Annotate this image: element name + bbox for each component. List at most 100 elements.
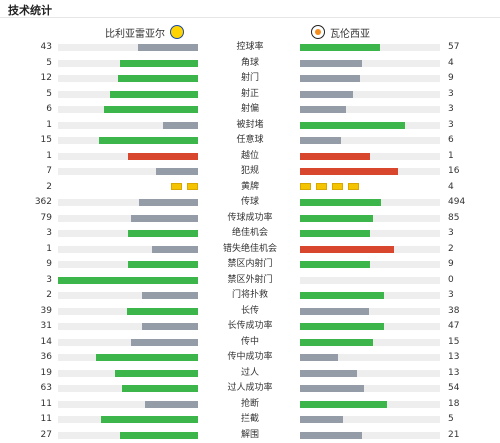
- home-stat-value: 7: [0, 164, 52, 180]
- away-stat-value: 47: [448, 319, 488, 335]
- away-stat-bar-track: [300, 230, 440, 237]
- home-stat-value: 3: [0, 273, 52, 289]
- away-stat-bar: [300, 385, 364, 392]
- home-stat-value: 1: [0, 242, 52, 258]
- home-stat-bar: [139, 199, 198, 206]
- home-stat-bar: [128, 261, 198, 268]
- away-stat-bar-track: [300, 370, 440, 377]
- home-stat-bar-track: [58, 277, 198, 284]
- yellow-card-icon: [348, 183, 359, 190]
- away-stat-bar-track: [300, 75, 440, 82]
- yellow-card-icon: [171, 183, 182, 190]
- home-stat-bar-track: [58, 215, 198, 222]
- home-stat-bar-track: [58, 308, 198, 315]
- home-stat-bar: [142, 292, 198, 299]
- away-stat-value: 85: [448, 211, 488, 227]
- villarreal-badge-icon: [170, 25, 184, 39]
- stat-label: 角球: [200, 56, 300, 72]
- home-team-header: 比利亚雷亚尔: [105, 24, 189, 40]
- home-stat-value: 362: [0, 195, 52, 211]
- home-stat-bar: [120, 432, 198, 439]
- away-stat-value: 9: [448, 71, 488, 87]
- home-stat-value: 2: [0, 288, 52, 304]
- yellow-card-icon: [187, 183, 198, 190]
- stat-label: 传球: [200, 195, 300, 211]
- away-stat-value: 57: [448, 40, 488, 56]
- away-stat-value: 3: [448, 226, 488, 242]
- home-stat-value: 14: [0, 335, 52, 351]
- home-stat-value: 1: [0, 149, 52, 165]
- stat-label: 拦截: [200, 412, 300, 428]
- home-stat-bar-track: [58, 91, 198, 98]
- yellow-card-icon: [300, 183, 311, 190]
- home-stat-bar: [104, 106, 198, 113]
- home-stat-bar-track: [58, 370, 198, 377]
- away-stat-value: 13: [448, 366, 488, 382]
- home-stat-bar-track: [58, 44, 198, 51]
- away-stat-value: 2: [448, 242, 488, 258]
- home-stat-value: 27: [0, 428, 52, 443]
- home-stat-value: 1: [0, 118, 52, 134]
- away-stat-value: 4: [448, 56, 488, 72]
- home-stat-bar-track: [58, 261, 198, 268]
- home-stat-bar-track: [58, 323, 198, 330]
- home-stat-bar-track: [58, 385, 198, 392]
- home-stat-bar-track: [58, 246, 198, 253]
- home-stat-value: 6: [0, 102, 52, 118]
- home-yellow-cards: [171, 183, 198, 192]
- home-stat-bar-track: [58, 339, 198, 346]
- away-stat-bar: [300, 416, 343, 423]
- away-stat-bar-track: [300, 401, 440, 408]
- home-stat-bar: [142, 323, 198, 330]
- away-stat-value: 1: [448, 149, 488, 165]
- away-stat-bar-track: [300, 153, 440, 160]
- home-stat-value: 9: [0, 257, 52, 273]
- away-stat-value: 6: [448, 133, 488, 149]
- away-stat-bar-track: [300, 246, 440, 253]
- away-stat-bar: [300, 60, 362, 67]
- home-stat-bar-track: [58, 106, 198, 113]
- away-stat-bar-track: [300, 137, 440, 144]
- away-stat-bar-track: [300, 199, 440, 206]
- away-stat-bar: [300, 44, 380, 51]
- stat-label: 过人成功率: [200, 381, 300, 397]
- stat-label: 黄牌: [200, 180, 300, 196]
- home-stat-bar-track: [58, 168, 198, 175]
- away-stat-bar: [300, 246, 394, 253]
- away-stat-bar-track: [300, 416, 440, 423]
- home-stat-bar: [156, 168, 198, 175]
- away-stat-bar-track: [300, 354, 440, 361]
- away-stat-bar: [300, 339, 373, 346]
- home-stat-bar: [110, 91, 198, 98]
- away-stat-value: 38: [448, 304, 488, 320]
- home-stat-value: 36: [0, 350, 52, 366]
- stat-label: 错失绝佳机会: [200, 242, 300, 258]
- home-stat-bar: [128, 153, 198, 160]
- home-stat-bar: [58, 277, 198, 284]
- away-stat-bar: [300, 308, 369, 315]
- away-stat-value: 54: [448, 381, 488, 397]
- away-stat-bar-track: [300, 44, 440, 51]
- home-stat-bar-track: [58, 75, 198, 82]
- stat-label: 绝佳机会: [200, 226, 300, 242]
- away-stat-value: 0: [448, 273, 488, 289]
- away-stat-bar: [300, 370, 357, 377]
- home-stat-bar-track: [58, 60, 198, 67]
- stat-label: 禁区内射门: [200, 257, 300, 273]
- home-stat-bar: [118, 75, 198, 82]
- stat-label: 长传成功率: [200, 319, 300, 335]
- away-stat-bar-track: [300, 60, 440, 67]
- stat-label: 传中: [200, 335, 300, 351]
- home-stat-bar-track: [58, 199, 198, 206]
- away-stat-bar-track: [300, 385, 440, 392]
